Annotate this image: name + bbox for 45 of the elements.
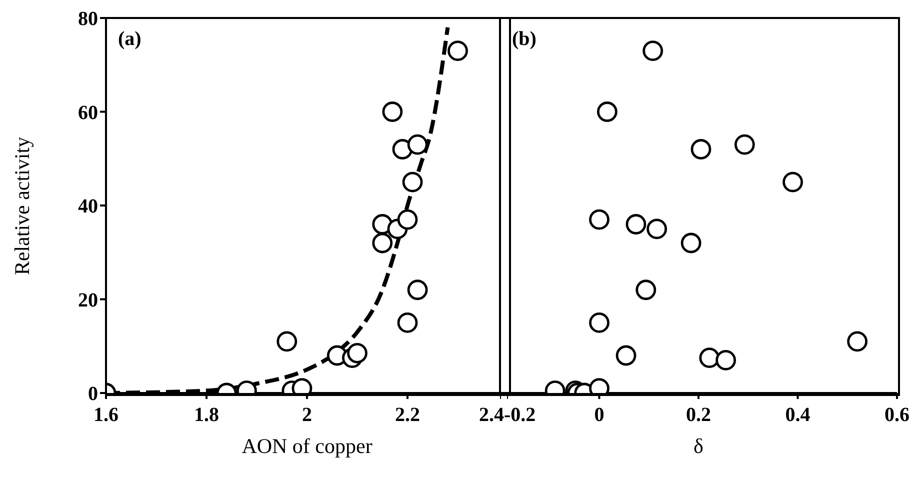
y-axis-title: Relative activity bbox=[9, 135, 35, 277]
point bbox=[402, 172, 423, 192]
x-tick-label: 0 bbox=[594, 404, 604, 426]
point bbox=[407, 280, 428, 300]
point bbox=[690, 139, 712, 160]
y-tick-label: 0 bbox=[88, 383, 98, 406]
point bbox=[276, 331, 298, 352]
x-tick-label: 1.8 bbox=[194, 404, 219, 426]
x-tick-label: 0.6 bbox=[884, 404, 910, 426]
point bbox=[782, 172, 803, 192]
x-tick-label: 2.4 bbox=[479, 404, 504, 426]
point bbox=[589, 209, 610, 230]
point bbox=[596, 102, 618, 122]
point bbox=[397, 312, 418, 333]
point bbox=[626, 214, 646, 234]
x-tick-label: 1.6 bbox=[94, 404, 118, 426]
x-tick-label: -0.2 bbox=[504, 404, 536, 426]
point bbox=[642, 40, 664, 62]
point bbox=[616, 345, 636, 366]
x-tick-label: 0.4 bbox=[785, 404, 810, 426]
x-tick-label: 2.2 bbox=[395, 404, 420, 426]
text: (a) bbox=[118, 28, 142, 51]
point bbox=[646, 218, 668, 240]
point bbox=[407, 134, 428, 155]
y-tick-label: 20 bbox=[78, 289, 98, 312]
point bbox=[372, 232, 393, 254]
y-tick-label: 40 bbox=[78, 196, 98, 218]
point bbox=[847, 331, 868, 352]
point bbox=[636, 280, 656, 300]
text: (b) bbox=[512, 28, 536, 51]
x-axis-title: AON of copper bbox=[240, 434, 374, 459]
point bbox=[680, 232, 702, 254]
point bbox=[382, 102, 403, 122]
x-axis-title: δ bbox=[692, 434, 704, 459]
point bbox=[397, 209, 418, 230]
x-tick-label: 0.2 bbox=[686, 404, 711, 426]
x-tick-label: 2 bbox=[302, 404, 312, 426]
point bbox=[347, 342, 368, 364]
point bbox=[716, 350, 736, 370]
point bbox=[699, 348, 720, 368]
point bbox=[734, 134, 755, 155]
point bbox=[589, 312, 610, 333]
y-tick-label: 60 bbox=[78, 102, 98, 124]
point bbox=[448, 40, 468, 62]
y-tick-label: 80 bbox=[78, 8, 98, 30]
